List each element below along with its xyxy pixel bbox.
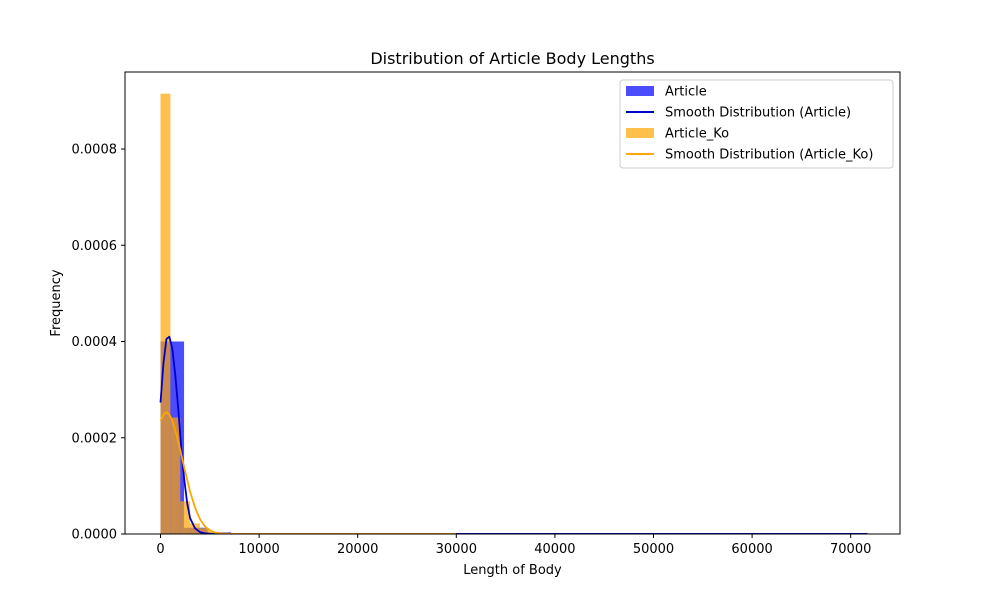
y-tick-label: 0.0004 [72, 335, 118, 350]
y-axis-title: Frequency [49, 269, 64, 336]
y-tick-label: 0.0006 [72, 239, 118, 254]
chart-title: Distribution of Article Body Lengths [370, 49, 654, 68]
legend-label: Article_Ko [665, 127, 729, 142]
legend-item: Smooth Distribution (Article_Ko) [626, 148, 873, 163]
histogram-bar [160, 93, 171, 534]
x-tick-label: 60000 [731, 542, 772, 557]
legend-item: Smooth Distribution (Article) [626, 106, 851, 121]
histogram-bar [199, 528, 210, 534]
x-axis: 0 10000 20000 30000 40000 50000 60000 70000 [156, 534, 871, 557]
y-tick-label: 0.0000 [72, 528, 118, 543]
legend-label: Smooth Distribution (Article_Ko) [665, 148, 873, 163]
y-tick-label: 0.0002 [72, 431, 118, 446]
x-tick-label: 10000 [238, 542, 279, 557]
plot-frame [124, 71, 901, 535]
legend-swatch [626, 86, 654, 96]
legend-item: Article_Ko [626, 127, 729, 142]
y-axis: 0.0000 0.0002 0.0004 0.0006 0.0008 [72, 143, 125, 543]
plot-area [124, 71, 901, 535]
legend-label: Article [665, 85, 707, 100]
x-tick-label: 50000 [633, 542, 674, 557]
histogram-bar [170, 417, 181, 534]
legend-box [619, 79, 894, 169]
legend-item: Article [626, 85, 707, 100]
x-tick-label: 20000 [337, 542, 378, 557]
histogram-bar [180, 501, 191, 534]
y-tick-label: 0.0008 [72, 143, 118, 158]
x-tick-label: 0 [156, 542, 164, 557]
legend-swatch [626, 128, 654, 138]
x-tick-label: 70000 [830, 542, 871, 557]
x-axis-title: Length of Body [463, 563, 562, 578]
legend: Article Smooth Distribution (Article) Arti… [619, 79, 894, 169]
x-tick-label: 40000 [534, 542, 575, 557]
x-tick-label: 30000 [436, 542, 477, 557]
legend-label: Smooth Distribution (Article) [665, 106, 851, 121]
